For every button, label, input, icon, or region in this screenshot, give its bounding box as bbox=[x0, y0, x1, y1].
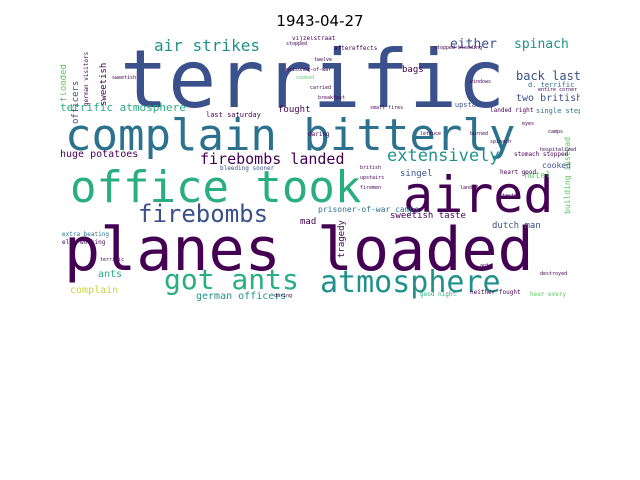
word: eyes bbox=[522, 121, 535, 127]
word: daring bbox=[308, 131, 330, 138]
word: aired bbox=[403, 166, 554, 224]
word: good night bbox=[420, 291, 457, 298]
word: hotel bbox=[524, 171, 552, 181]
word: landed right bbox=[490, 107, 534, 114]
word: cooked bbox=[542, 161, 571, 170]
word: taste bbox=[502, 193, 518, 199]
word: lettuce bbox=[420, 131, 442, 137]
word: prisoner-of-war bbox=[286, 67, 332, 73]
word: terrific atmosphere bbox=[60, 101, 186, 114]
word: small fires bbox=[370, 105, 404, 111]
word: spinach bbox=[514, 37, 569, 52]
word: firemen bbox=[360, 185, 382, 191]
word: office took bbox=[70, 162, 362, 213]
word: cooked bbox=[296, 75, 315, 81]
word: burned bbox=[470, 131, 489, 137]
word: entire corner bbox=[538, 87, 578, 93]
word: d. terrific bbox=[528, 81, 575, 89]
word: planes loaded bbox=[64, 215, 534, 285]
word: daring bbox=[274, 293, 293, 299]
word: prisoner-of-war camps bbox=[318, 205, 420, 214]
word: hospitalized bbox=[540, 147, 577, 153]
word: landed bbox=[460, 185, 479, 191]
word: terrific bbox=[100, 257, 125, 263]
word: stopped bleeding bbox=[434, 45, 483, 51]
word: flooded bbox=[60, 64, 69, 102]
word: sweetish bbox=[112, 75, 137, 81]
word: tragedy bbox=[337, 220, 347, 258]
word: single step bbox=[536, 107, 580, 115]
word: stomach stopped bbox=[514, 151, 569, 158]
word: hear every bbox=[530, 291, 567, 298]
word: extra beating bbox=[62, 231, 109, 238]
word: back last bbox=[516, 69, 580, 83]
word: german visitors bbox=[83, 51, 90, 106]
chart-title: 1943-04-27 bbox=[276, 12, 364, 30]
word: sweetish bbox=[99, 62, 109, 106]
word: extensively bbox=[387, 146, 500, 166]
word: bleeding sooner bbox=[220, 165, 275, 172]
word: singel bbox=[400, 169, 433, 179]
word: fought bbox=[278, 105, 311, 115]
word: heart good bbox=[500, 169, 537, 176]
word: windows bbox=[470, 79, 492, 85]
word: dutch man bbox=[492, 221, 541, 231]
word: two british bbox=[516, 93, 580, 104]
word: stopped bbox=[286, 41, 308, 47]
word: twelve bbox=[314, 57, 333, 63]
word: got ants bbox=[164, 263, 299, 296]
word: officers bbox=[71, 80, 81, 124]
word: sweetish taste bbox=[390, 211, 466, 221]
word: complain bitterly bbox=[65, 110, 516, 161]
word: ants bbox=[480, 263, 493, 269]
word: camps bbox=[548, 129, 564, 135]
word: destroyed bbox=[540, 271, 568, 277]
word: breakfast bbox=[318, 95, 346, 101]
word: else working bbox=[62, 239, 106, 246]
word: neither fought bbox=[470, 289, 521, 296]
word: firebombs landed bbox=[200, 150, 345, 168]
word: carried bbox=[310, 85, 332, 91]
word: mad bbox=[300, 217, 317, 227]
word: complain bbox=[70, 285, 119, 296]
word: air strikes bbox=[154, 36, 260, 55]
word: huge potatoes bbox=[60, 149, 139, 160]
word: bags bbox=[402, 65, 424, 75]
word: cut upstairs bbox=[438, 101, 489, 109]
word-cloud: terrific planes loaded complain bitterly… bbox=[60, 36, 580, 306]
word: vijzelstraat bbox=[292, 36, 336, 42]
word: upstairs bbox=[360, 175, 385, 181]
word: british bbox=[360, 165, 382, 171]
word: spinach bbox=[490, 139, 512, 145]
word: aftereffects bbox=[334, 45, 378, 52]
word: terrific bbox=[120, 36, 506, 126]
word: either bbox=[450, 37, 497, 52]
word: firebombs bbox=[138, 200, 269, 228]
word: german officers bbox=[196, 291, 287, 302]
word: atmosphere bbox=[320, 265, 501, 300]
word: ants bbox=[98, 269, 123, 280]
word: last saturday bbox=[206, 111, 261, 119]
